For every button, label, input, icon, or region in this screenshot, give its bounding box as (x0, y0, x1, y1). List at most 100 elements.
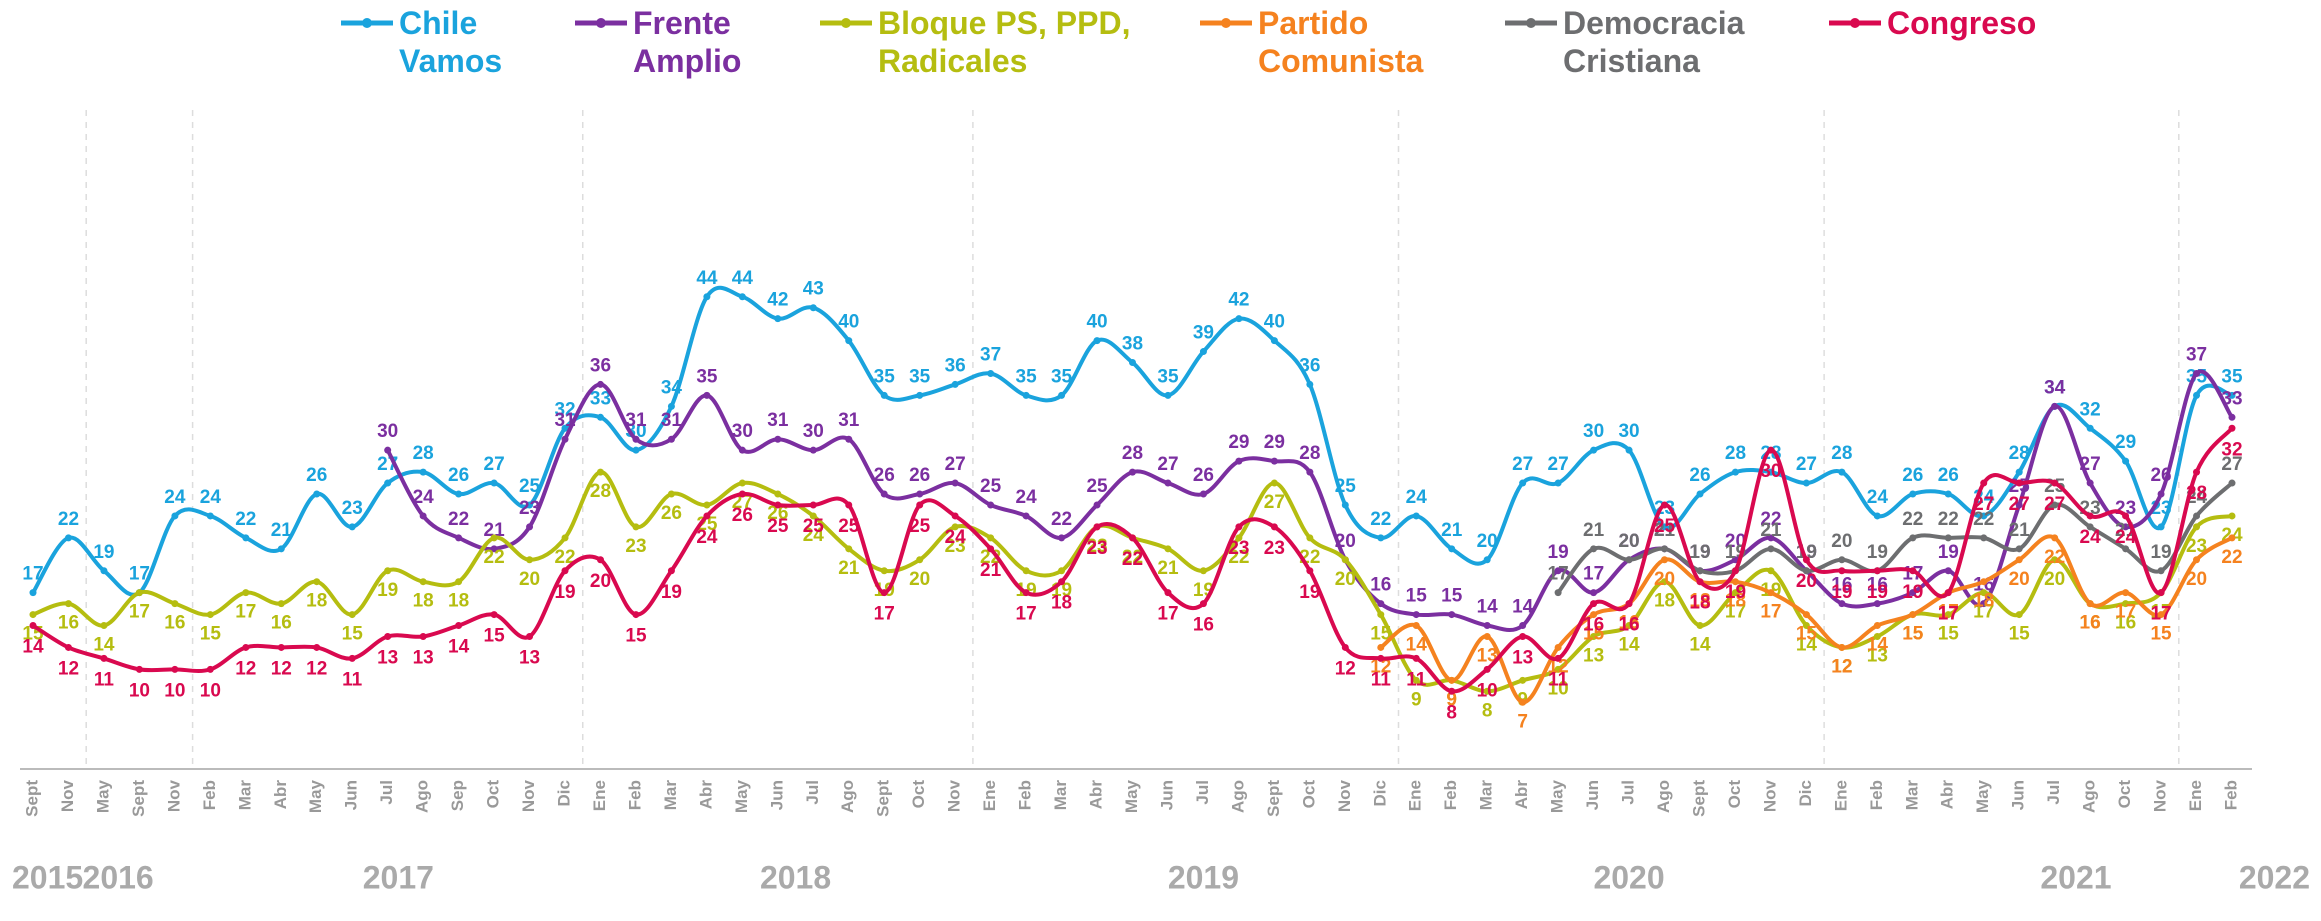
value-label: 21 (2009, 520, 2031, 541)
point (171, 665, 179, 673)
point (348, 611, 356, 619)
point (1270, 479, 1278, 487)
value-label: 18 (1725, 591, 1746, 612)
point (1058, 391, 1066, 399)
point (809, 512, 817, 520)
point (1873, 567, 1881, 575)
legend-swatch (341, 18, 393, 28)
value-label: 37 (980, 344, 1001, 365)
point (1909, 490, 1917, 498)
point (987, 369, 995, 377)
value-label: 20 (1618, 531, 1639, 552)
value-label: 20 (1831, 531, 1852, 552)
point (135, 589, 143, 597)
value-label: 24 (803, 525, 825, 546)
value-label: 17 (129, 564, 150, 585)
legend-item: Frente Amplio (573, 4, 783, 80)
value-label: 33 (2221, 388, 2242, 409)
legend-dot (1221, 18, 1231, 28)
point (2228, 512, 2236, 520)
point (1731, 578, 1739, 586)
point (277, 545, 285, 553)
value-label: 10 (1477, 680, 1498, 701)
value-label: 17 (22, 564, 43, 585)
point (1058, 567, 1066, 575)
point (1590, 600, 1598, 608)
point (419, 512, 427, 520)
value-label: 13 (519, 648, 540, 669)
point (596, 556, 604, 564)
point (1625, 622, 1633, 630)
value-label: 26 (909, 465, 930, 486)
point (1519, 676, 1527, 684)
legend: Chile Vamos Frente Amplio Bloque PS, PPD, … (0, 4, 2321, 84)
point (1944, 589, 1952, 597)
point (1909, 534, 1917, 542)
point (2051, 534, 2059, 542)
x-tick-label: May (93, 779, 112, 813)
value-label: 20 (1335, 569, 1356, 590)
value-label: 20 (1725, 531, 1746, 552)
value-label: 31 (838, 410, 860, 431)
point (1519, 479, 1527, 487)
value-label: 22 (1228, 547, 1249, 568)
value-label: 13 (1867, 646, 1888, 667)
x-tick-label: Nov (1760, 779, 1779, 812)
value-label: 16 (271, 613, 292, 634)
x-tick-label: Mar (1477, 780, 1496, 811)
point (987, 545, 995, 553)
point (2051, 479, 2059, 487)
legend-dot (596, 18, 606, 28)
year-label: 2021 (2040, 859, 2111, 895)
x-tick-label: Abr (696, 780, 715, 810)
point (1696, 622, 1704, 630)
value-label: 15 (2009, 624, 2031, 645)
point (1590, 545, 1598, 553)
legend-swatch (1829, 18, 1881, 28)
value-label: 27 (2080, 454, 2101, 475)
value-label: 22 (1760, 509, 1781, 530)
value-label: 18 (1689, 593, 1710, 614)
point (1980, 479, 1988, 487)
value-label: 9 (1411, 689, 1422, 710)
point (561, 534, 569, 542)
point (490, 545, 498, 553)
point (1554, 643, 1562, 651)
x-tick-label: May (732, 779, 751, 813)
value-label: 19 (1725, 582, 1746, 603)
point (2015, 501, 2023, 509)
value-label: 30 (625, 421, 646, 442)
value-label: 11 (94, 669, 115, 690)
point (313, 490, 321, 498)
value-label: 16 (1618, 613, 1639, 634)
x-tick-label: Feb (625, 780, 644, 810)
value-label: 17 (1157, 604, 1178, 625)
value-label: 19 (1902, 582, 1923, 603)
value-label: 28 (2186, 483, 2207, 504)
value-label: 27 (2221, 454, 2242, 475)
point (2228, 424, 2236, 432)
point (667, 567, 675, 575)
point (526, 632, 534, 640)
value-label: 30 (803, 421, 824, 442)
point (348, 523, 356, 531)
value-label: 24 (2080, 527, 2102, 548)
value-label: 42 (1228, 290, 1249, 311)
value-label: 20 (2009, 569, 2030, 590)
point (2228, 391, 2236, 399)
value-label: 14 (93, 635, 115, 656)
value-label: 25 (803, 516, 825, 537)
point (1661, 556, 1669, 564)
value-label: 16 (1370, 575, 1391, 596)
value-label: 33 (590, 388, 611, 409)
x-tick-label: Sept (1689, 780, 1708, 817)
value-label: 10 (200, 680, 221, 701)
point (1341, 556, 1349, 564)
value-label: 22 (1122, 549, 1143, 570)
point (1802, 622, 1810, 630)
value-label: 22 (1938, 509, 1959, 530)
value-label: 16 (1583, 615, 1604, 636)
point (1838, 468, 1846, 476)
value-label: 40 (1264, 312, 1285, 333)
